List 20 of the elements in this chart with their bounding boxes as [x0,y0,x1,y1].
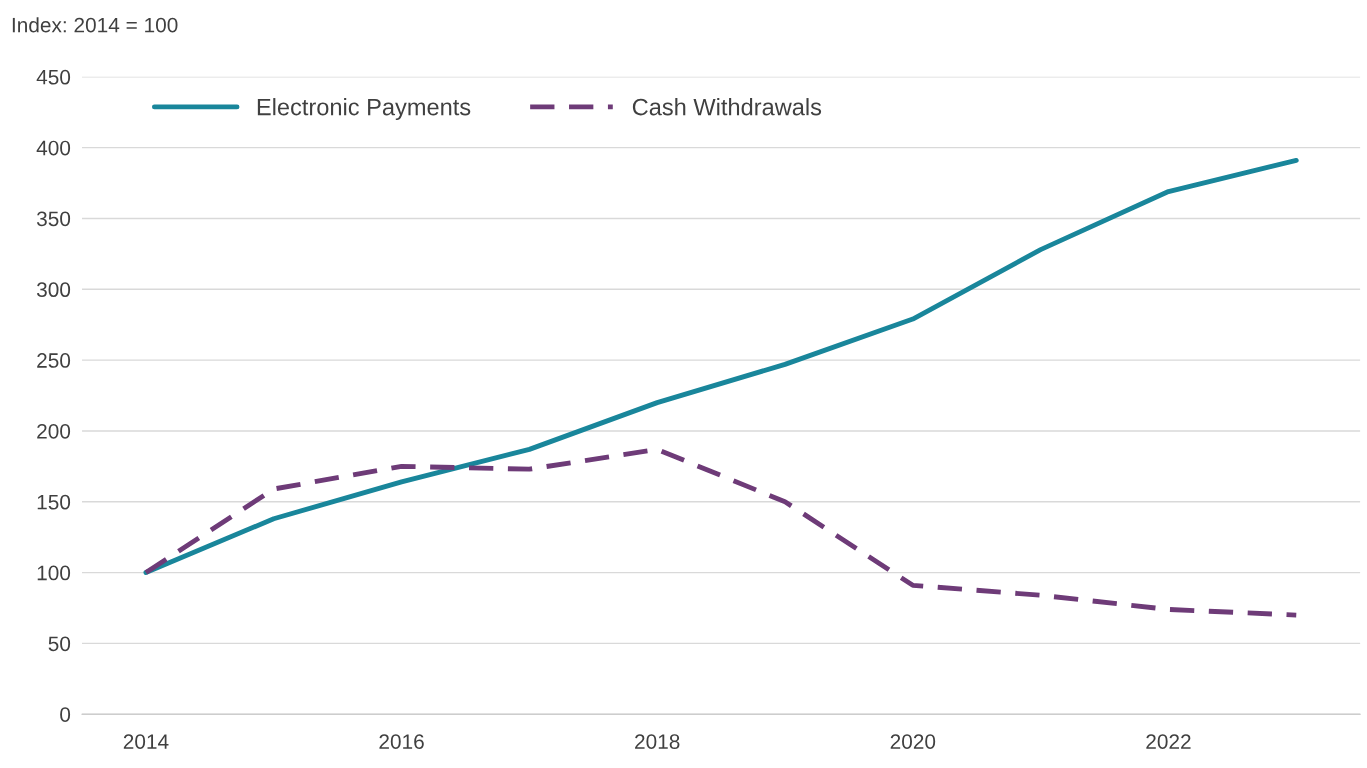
x-tick-label: 2016 [379,734,424,749]
y-tick-label: 150 [37,494,71,510]
y-tick-label: 250 [37,353,71,368]
y-tick-label: 400 [36,140,71,156]
x-tick-label: 2020 [890,734,936,749]
y-tick-label: 350 [36,211,71,227]
line-series [143,157,1299,576]
y-tick-label: 200 [37,423,71,439]
y-tick-label: 450 [36,69,71,85]
x-tick-label: 2014 [123,734,169,749]
y-tick-label: 300 [36,282,71,298]
line-series [143,446,1299,618]
y-tick-label: 0 [60,707,71,722]
legend-label: Cash Withdrawals [632,98,822,116]
y-axis-title: Index: 2014 = 100 [12,17,178,33]
y-tick-label: 50 [48,636,71,652]
x-tick-label: 2022 [1146,734,1191,749]
y-tick-label: 100 [37,565,71,581]
legend-label: Electronic Payments [257,98,471,121]
x-tick-label: 2018 [635,734,680,749]
